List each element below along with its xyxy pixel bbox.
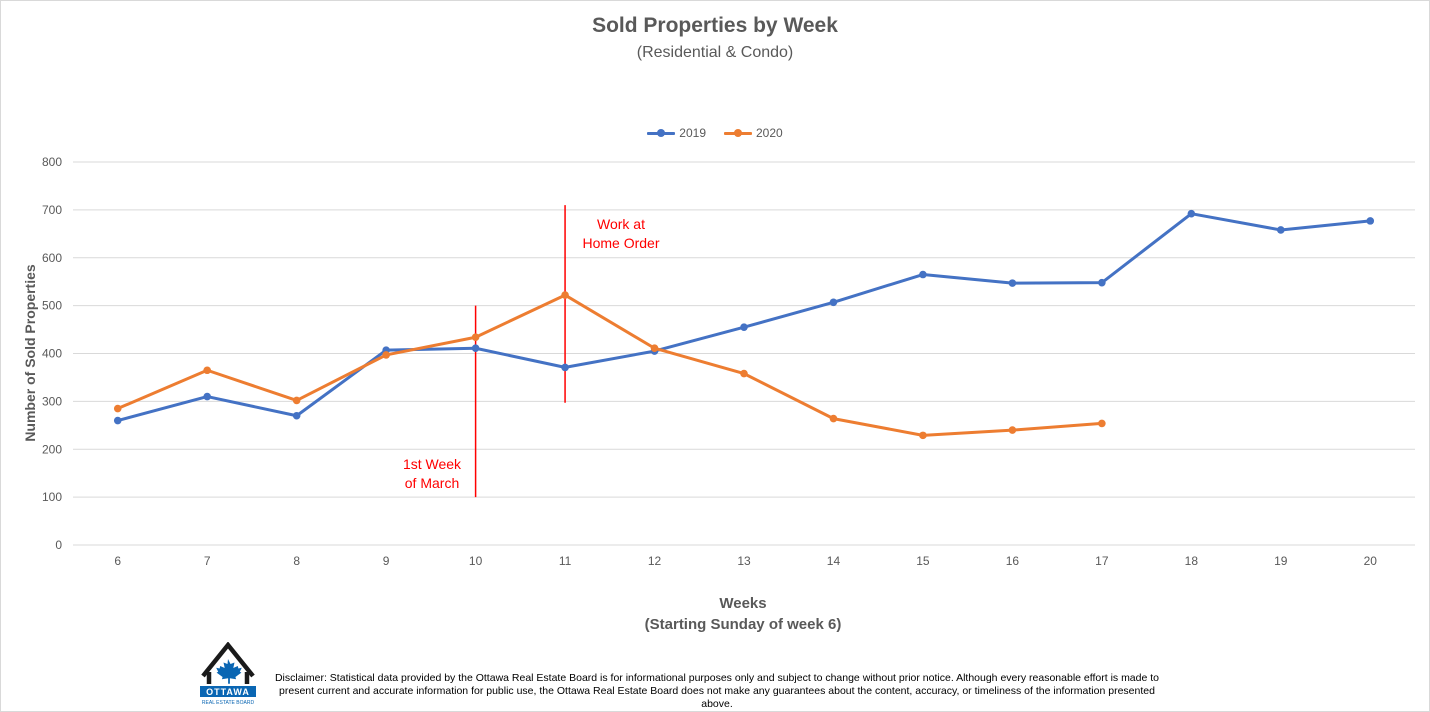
- data-point-2020-week-11: [561, 291, 569, 299]
- legend: 2019 2020: [0, 126, 1430, 140]
- y-tick-label-0: 0: [55, 538, 62, 552]
- data-point-2020-week-6: [113, 404, 122, 413]
- data-point-2019-week-19: [1277, 226, 1285, 234]
- data-point-2020-week-7: [203, 366, 211, 375]
- data-point-2019-week-16: [1008, 279, 1017, 287]
- data-point-2019-week-6: [113, 416, 122, 425]
- x-tick-label-15: 15: [916, 554, 930, 568]
- y-tick-label-300: 300: [42, 394, 62, 408]
- x-tick-label-14: 14: [827, 554, 841, 568]
- data-point-2020-week-10: [471, 333, 480, 342]
- x-axis-title-sub: (Starting Sunday of week 6): [644, 616, 842, 633]
- legend-marker-2020: [724, 128, 752, 138]
- data-point-2019-week-20: [1366, 217, 1375, 225]
- data-point-2020-week-17: [1098, 419, 1106, 428]
- x-tick-label-7: 7: [204, 554, 211, 568]
- data-point-2019-week-18: [1187, 209, 1196, 218]
- series-line-2020: [116, 293, 1104, 437]
- series-line-2019: [116, 212, 1372, 423]
- data-point-2020-week-16: [1008, 426, 1017, 434]
- disclaimer-line-1: Disclaimer: Statistical data provided by…: [274, 672, 1160, 684]
- x-tick-label-18: 18: [1185, 554, 1199, 568]
- y-tick-label-400: 400: [42, 347, 62, 361]
- x-tick-label-13: 13: [737, 554, 751, 568]
- y-tick-label-600: 600: [42, 251, 62, 265]
- data-point-2020-week-15: [919, 431, 927, 440]
- data-point-2019-week-10: [471, 344, 480, 353]
- x-tick-label-8: 8: [293, 554, 300, 568]
- data-point-2019-week-13: [740, 323, 748, 331]
- legend-marker-2019: [647, 128, 676, 138]
- legend-item-2020[interactable]: 2020: [724, 126, 783, 140]
- data-point-2020-week-8: [292, 396, 301, 405]
- x-tick-label-16: 16: [1006, 554, 1020, 568]
- legend-label-2020: 2020: [756, 126, 783, 140]
- y-tick-label-500: 500: [42, 299, 62, 313]
- x-axis-title-main: Weeks: [719, 595, 767, 612]
- data-point-2020-week-12: [650, 344, 659, 353]
- annotation-first-week-line1: 1st Week: [402, 456, 462, 472]
- legend-item-2019[interactable]: 2019: [647, 126, 706, 140]
- data-point-2020-week-13: [740, 369, 748, 378]
- x-tick-label-19: 19: [1274, 554, 1288, 568]
- data-point-2020-week-14: [829, 414, 838, 423]
- y-axis-title-text: Number of Sold Properties: [22, 264, 38, 442]
- y-tick-label-700: 700: [42, 203, 62, 217]
- data-point-2019-week-14: [829, 298, 838, 307]
- data-point-2019-week-11: [561, 363, 569, 372]
- disclaimer-line-2: present current and accurate information…: [279, 685, 1155, 710]
- disclaimer: Disclaimer: Statistical data provided by…: [262, 672, 1172, 711]
- data-point-2019-week-17: [1098, 278, 1106, 287]
- x-tick-label-10: 10: [469, 554, 483, 568]
- annotation-work-at-home: Work at Home Order: [575, 215, 667, 253]
- x-tick-label-17: 17: [1095, 554, 1109, 568]
- data-point-2020-week-9: [382, 351, 390, 359]
- x-tick-label-12: 12: [648, 554, 662, 568]
- chart-title: Sold Properties by Week: [592, 14, 838, 37]
- x-tick-label-6: 6: [114, 554, 121, 568]
- chart-subtitle: (Residential & Condo): [636, 44, 794, 61]
- annotation-work-at-home-line1: Work at: [597, 216, 645, 232]
- x-axis-title: Weeks (Starting Sunday of week 6): [443, 593, 1043, 635]
- y-tick-label-100: 100: [42, 490, 62, 504]
- logo-subtext: REAL ESTATE BOARD: [202, 700, 255, 706]
- x-tick-label-11: 11: [559, 554, 572, 568]
- logo-text: OTTAWA: [206, 687, 250, 697]
- ottawa-real-estate-board-logo: OTTAWA REAL ESTATE BOARD: [199, 641, 257, 706]
- legend-label-2019: 2019: [679, 126, 706, 140]
- data-point-2019-week-7: [203, 392, 211, 401]
- y-tick-label-800: 800: [42, 155, 62, 169]
- data-point-2019-week-15: [919, 270, 927, 279]
- annotation-work-at-home-line2: Home Order: [582, 235, 660, 251]
- x-tick-label-9: 9: [383, 554, 390, 568]
- annotation-first-week-march: 1st Week of March: [386, 455, 478, 493]
- x-tick-label-20: 20: [1364, 554, 1378, 568]
- annotation-first-week-line2: of March: [404, 475, 460, 491]
- data-point-2019-week-8: [292, 411, 301, 420]
- y-tick-label-200: 200: [42, 442, 62, 456]
